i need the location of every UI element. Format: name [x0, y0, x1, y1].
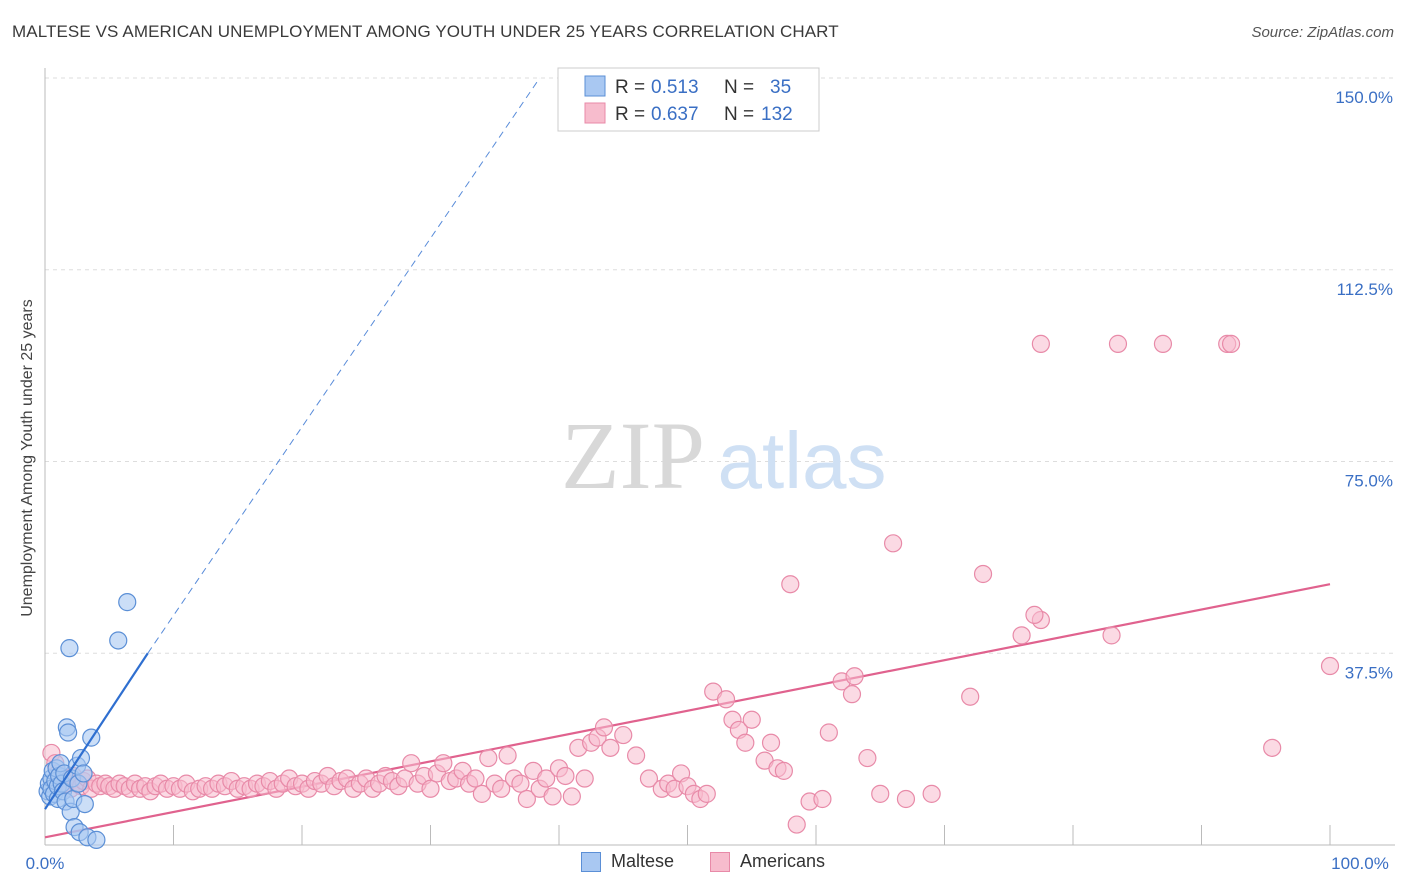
maltese-trend-line: [44, 652, 149, 810]
americans-point: [961, 687, 980, 706]
legend-maltese-n-label: N =: [724, 77, 754, 98]
maltese-point: [59, 723, 78, 742]
legend-americans-n-value: 132: [761, 104, 793, 125]
americans-point: [774, 761, 793, 780]
maltese-point: [75, 794, 94, 814]
americans-point: [466, 769, 485, 788]
bottom-legend-americans: Americans: [710, 851, 825, 872]
watermark: ZIP atlas: [561, 402, 886, 509]
americans-point: [845, 667, 864, 686]
maltese-point: [87, 830, 106, 849]
americans-point: [787, 815, 806, 834]
tick-labels: 37.5% 75.0% 112.5% 150.0% 0.0% 100.0%: [26, 88, 1393, 873]
americans-point: [421, 779, 440, 798]
americans-point: [562, 787, 581, 806]
bottom-legend-maltese: Maltese: [580, 851, 674, 872]
legend-americans-r-value: 0.637: [651, 104, 699, 125]
americans-point: [575, 769, 594, 788]
americans-trend-line: [44, 583, 1331, 839]
maltese-point: [60, 639, 79, 658]
legend-americans-swatch: [584, 102, 606, 124]
legend-maltese-r-value: 0.513: [651, 77, 699, 98]
americans-point: [1102, 626, 1121, 645]
americans-point: [594, 718, 614, 737]
chart-title: MALTESE VS AMERICAN UNEMPLOYMENT AMONG Y…: [12, 22, 839, 41]
americans-point: [639, 769, 659, 788]
americans-point: [1221, 334, 1241, 353]
americans-point: [537, 769, 556, 788]
legend-maltese-n-value: 35: [770, 77, 791, 98]
maltese-legend-label: Maltese: [610, 851, 674, 871]
legend-americans-r-label: R =: [615, 104, 645, 125]
americans-point: [434, 754, 453, 773]
americans-point: [614, 725, 633, 745]
americans-point: [819, 723, 838, 742]
legend-maltese-swatch: [584, 75, 606, 97]
americans-point: [922, 784, 941, 803]
maltese-point: [118, 593, 137, 612]
americans-point: [896, 789, 916, 809]
americans-point: [761, 733, 781, 752]
maltese-point: [109, 631, 128, 650]
americans-point: [781, 575, 800, 594]
americans-point: [842, 685, 862, 704]
americans-point: [1108, 334, 1128, 353]
americans-legend-label: Americans: [740, 851, 826, 871]
americans-point: [1025, 605, 1044, 625]
legend-box: R = 0.513 N = 35 R = 0.637 N = 132: [557, 67, 820, 132]
legend-americans-n-label: N =: [724, 104, 754, 125]
americans-point: [402, 754, 421, 773]
bottom-legend: Maltese Americans: [0, 851, 1406, 872]
maltese-points: [38, 593, 137, 849]
americans-points: [42, 334, 1340, 834]
x-tick-label: 0.0%: [26, 854, 65, 873]
americans-trend: [44, 583, 1331, 839]
americans-point: [716, 690, 736, 709]
americans-point: [742, 710, 761, 729]
americans-point: [601, 738, 620, 757]
americans-point: [1031, 334, 1050, 353]
americans-point: [1012, 626, 1031, 645]
source-label: Source: ZipAtlas.com: [1251, 24, 1394, 41]
legend-maltese-r-label: R =: [615, 77, 645, 98]
americans-point: [736, 733, 755, 752]
americans-point: [883, 534, 903, 553]
americans-swatch: [710, 851, 730, 872]
americans-point: [517, 789, 536, 809]
americans-point: [492, 779, 511, 798]
americans-point: [479, 748, 498, 768]
watermark-atlas: atlas: [718, 416, 887, 505]
americans-point: [697, 784, 716, 803]
y-tick-label: 112.5%: [1337, 280, 1393, 299]
maltese-swatch: [580, 851, 601, 872]
americans-point: [813, 789, 832, 809]
americans-point: [1320, 656, 1340, 676]
americans-point: [858, 748, 877, 768]
maltese-trend: [44, 77, 541, 810]
maltese-point: [74, 764, 93, 783]
americans-point: [511, 774, 530, 793]
y-tick-label: 75.0%: [1345, 472, 1393, 491]
americans-point: [543, 787, 562, 806]
americans-point: [973, 564, 993, 584]
americans-point: [556, 766, 575, 786]
watermark-zip: ZIP: [561, 402, 705, 509]
americans-point: [871, 784, 890, 803]
americans-point: [1263, 738, 1282, 757]
axes: [44, 68, 1395, 846]
gridlines: [45, 77, 1395, 654]
americans-point: [1153, 334, 1173, 353]
americans-point: [626, 746, 646, 765]
y-tick-label: 37.5%: [1345, 663, 1393, 682]
y-tick-label: 150.0%: [1335, 88, 1393, 107]
x-tick-label: 100.0%: [1331, 854, 1389, 873]
americans-point: [472, 784, 491, 803]
americans-point: [498, 746, 517, 765]
maltese-trend-extension: [147, 77, 541, 654]
